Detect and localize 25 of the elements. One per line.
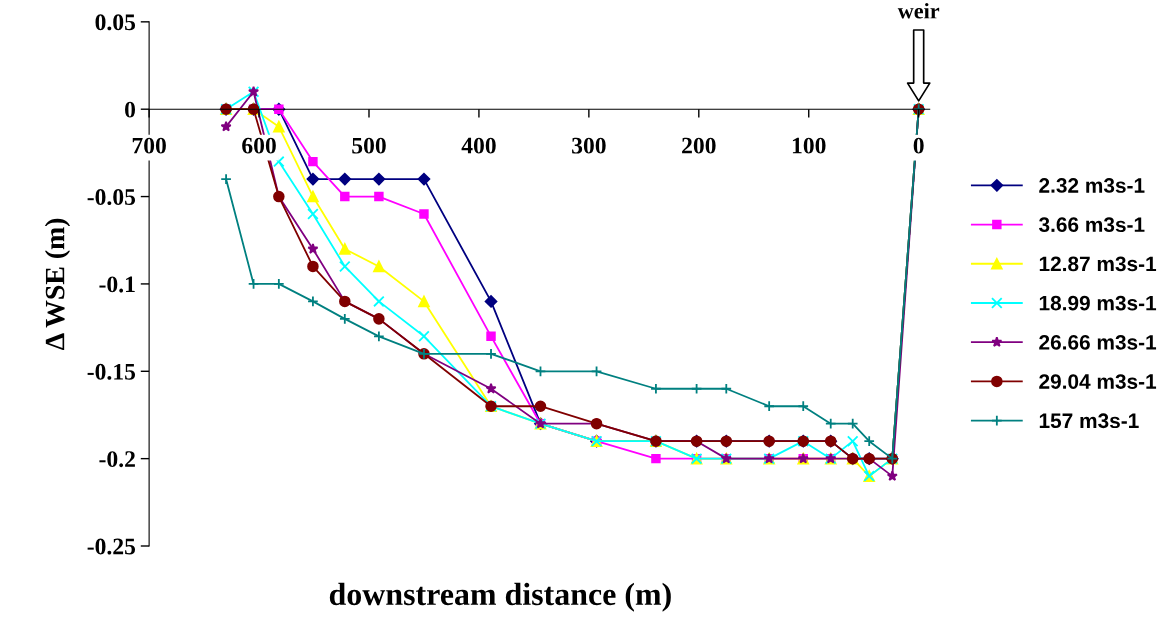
- x-tick-label: 200: [682, 137, 716, 154]
- x-tick-label: 500: [352, 137, 386, 154]
- legend-label: 3.66 m3s-1: [1038, 217, 1145, 233]
- legend-label: 26.66 m3s-1: [1039, 334, 1157, 350]
- y-tick-label: 0: [125, 101, 136, 118]
- legend-label: 2.32 m3s-1: [1039, 178, 1145, 193]
- x-tick-label: 0: [913, 137, 924, 154]
- legend-label: 29.04 m3s-1: [1039, 374, 1157, 389]
- x-tick-label: 400: [461, 137, 496, 154]
- x-axis-title: downstream distance (m): [329, 582, 671, 612]
- x-tick-label: 600: [242, 137, 276, 154]
- x-tick-label: 700: [132, 137, 166, 154]
- legend-label: 18.99 m3s-1: [1039, 295, 1157, 311]
- y-tick-label: -0.05: [87, 189, 136, 206]
- y-tick-label: -0.2: [99, 451, 135, 468]
- legend-label: 12.87 m3s-1: [1039, 256, 1157, 272]
- y-tick-label: -0.1: [99, 276, 135, 293]
- x-tick-label: 100: [792, 137, 826, 154]
- y-axis-title: Δ WSE (m): [44, 218, 71, 350]
- y-tick-label: -0.15: [87, 363, 136, 380]
- text: weir: [897, 2, 940, 19]
- y-tick-label: -0.25: [87, 538, 136, 555]
- x-tick-label: 300: [572, 137, 606, 154]
- legend-label: 157 m3s-1: [1039, 413, 1139, 429]
- y-tick-label: 0.05: [95, 14, 136, 31]
